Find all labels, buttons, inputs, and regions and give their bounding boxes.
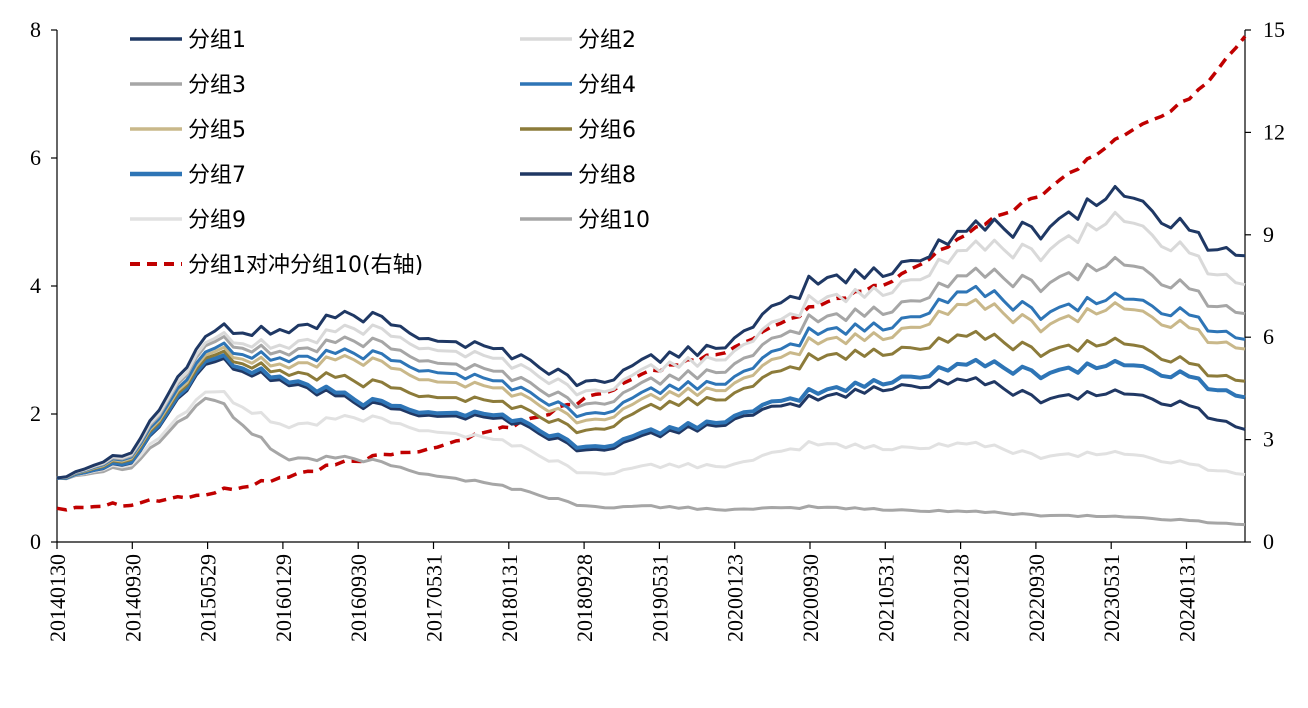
legend-item: 分组10 (520, 208, 650, 233)
x-tick-label: 20180131 (497, 554, 522, 642)
legend: 分组1 分组2 分组3 分组4 分组5 分组6 分组7 分组8 分组9 分组10 分组1对冲分组10… (130, 28, 650, 278)
series-line-3 (56, 256, 1246, 480)
right-tick-label: 3 (1263, 427, 1274, 452)
legend-item: 分组7 (130, 163, 246, 188)
legend-label: 分组4 (578, 73, 636, 98)
right-tick-label: 0 (1263, 529, 1274, 554)
series-line-5 (56, 298, 1246, 480)
right-tick-label: 6 (1263, 324, 1274, 349)
legend-label: 分组2 (578, 28, 636, 53)
x-tick-label: 20150529 (196, 554, 221, 642)
right-tick-label: 12 (1263, 119, 1285, 144)
legend-item: 分组2 (520, 28, 636, 53)
series-line-4 (56, 284, 1246, 480)
legend-label: 分组3 (188, 73, 246, 98)
x-tick-label: 20200123 (723, 554, 748, 642)
x-tick-label: 20240131 (1175, 554, 1200, 642)
series-line-11 (56, 35, 1247, 512)
legend-item: 分组3 (130, 73, 246, 98)
legend-item: 分组9 (130, 208, 246, 233)
left-tick-label: 2 (30, 401, 41, 426)
series-line-1 (56, 185, 1246, 480)
series-line-2 (56, 210, 1246, 480)
series-layer (56, 35, 1247, 527)
legend-label: 分组9 (188, 208, 246, 233)
x-tick-label: 20220930 (1024, 554, 1049, 642)
axes: 0 2 4 6 8 0 3 6 9 12 15 20140130 20140930 20150529 201… (30, 17, 1285, 642)
legend-item: 分组1 (130, 28, 246, 53)
x-tick-label: 20190531 (647, 554, 672, 642)
series-line-6 (56, 329, 1246, 480)
x-tick-label: 20160129 (271, 554, 296, 642)
x-tick-label: 20160930 (346, 554, 371, 642)
x-tick-label: 20230531 (1099, 554, 1124, 642)
x-tick-label: 20180928 (572, 554, 597, 642)
x-tick-label: 20220128 (949, 554, 974, 642)
right-tick-label: 15 (1263, 17, 1285, 42)
left-tick-label: 6 (30, 145, 41, 170)
legend-label: 分组1对冲分组10(右轴) (188, 253, 423, 278)
left-tick-label: 4 (30, 273, 41, 298)
legend-label: 分组1 (188, 28, 246, 53)
legend-label: 分组7 (188, 163, 246, 188)
legend-label: 分组6 (578, 118, 636, 143)
x-tick-label: 20210531 (873, 554, 898, 642)
x-tick-label: 20170531 (422, 554, 447, 642)
x-tick-label: 20140130 (45, 554, 70, 642)
legend-label: 分组10 (578, 208, 650, 233)
right-tick-label: 9 (1263, 222, 1274, 247)
legend-item: 分组1对冲分组10(右轴) (130, 253, 423, 278)
left-tick-label: 8 (30, 17, 41, 42)
legend-item: 分组8 (520, 163, 636, 188)
legend-label: 分组5 (188, 118, 246, 143)
legend-item: 分组6 (520, 118, 636, 143)
legend-label: 分组8 (578, 163, 636, 188)
series-line-8 (56, 356, 1246, 480)
series-line-10 (56, 396, 1246, 527)
x-tick-label: 20140930 (120, 554, 145, 642)
series-line-9 (56, 390, 1246, 480)
legend-item: 分组4 (520, 73, 636, 98)
left-tick-label: 0 (30, 529, 41, 554)
legend-item: 分组5 (130, 118, 246, 143)
x-tick-label: 20200930 (798, 554, 823, 642)
series-line-7 (56, 353, 1246, 480)
